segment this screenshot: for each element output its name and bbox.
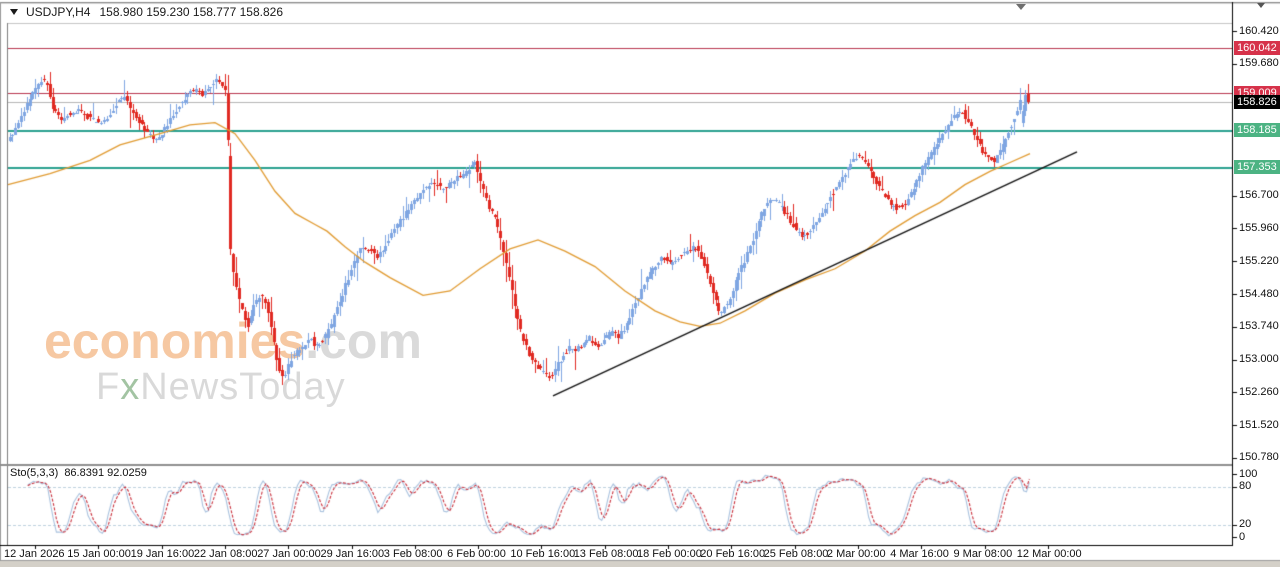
- indicator-label: Sto(5,3,3) 86.8391 92.0259: [10, 467, 147, 479]
- axis-corner-icon: [1257, 3, 1265, 8]
- symbol-timeframe-label: USDJPY,H4: [26, 5, 91, 19]
- chart-shift-icon[interactable]: [1016, 4, 1026, 10]
- ohlc-values: 158.980 159.230 158.777 158.826: [99, 5, 283, 19]
- chart-header: USDJPY,H4 158.980 159.230 158.777 158.82…: [10, 5, 283, 19]
- indicator-name: Sto(5,3,3): [10, 467, 59, 479]
- indicator-values: 86.8391 92.0259: [64, 467, 147, 479]
- symbol-dropdown-icon[interactable]: [10, 9, 18, 15]
